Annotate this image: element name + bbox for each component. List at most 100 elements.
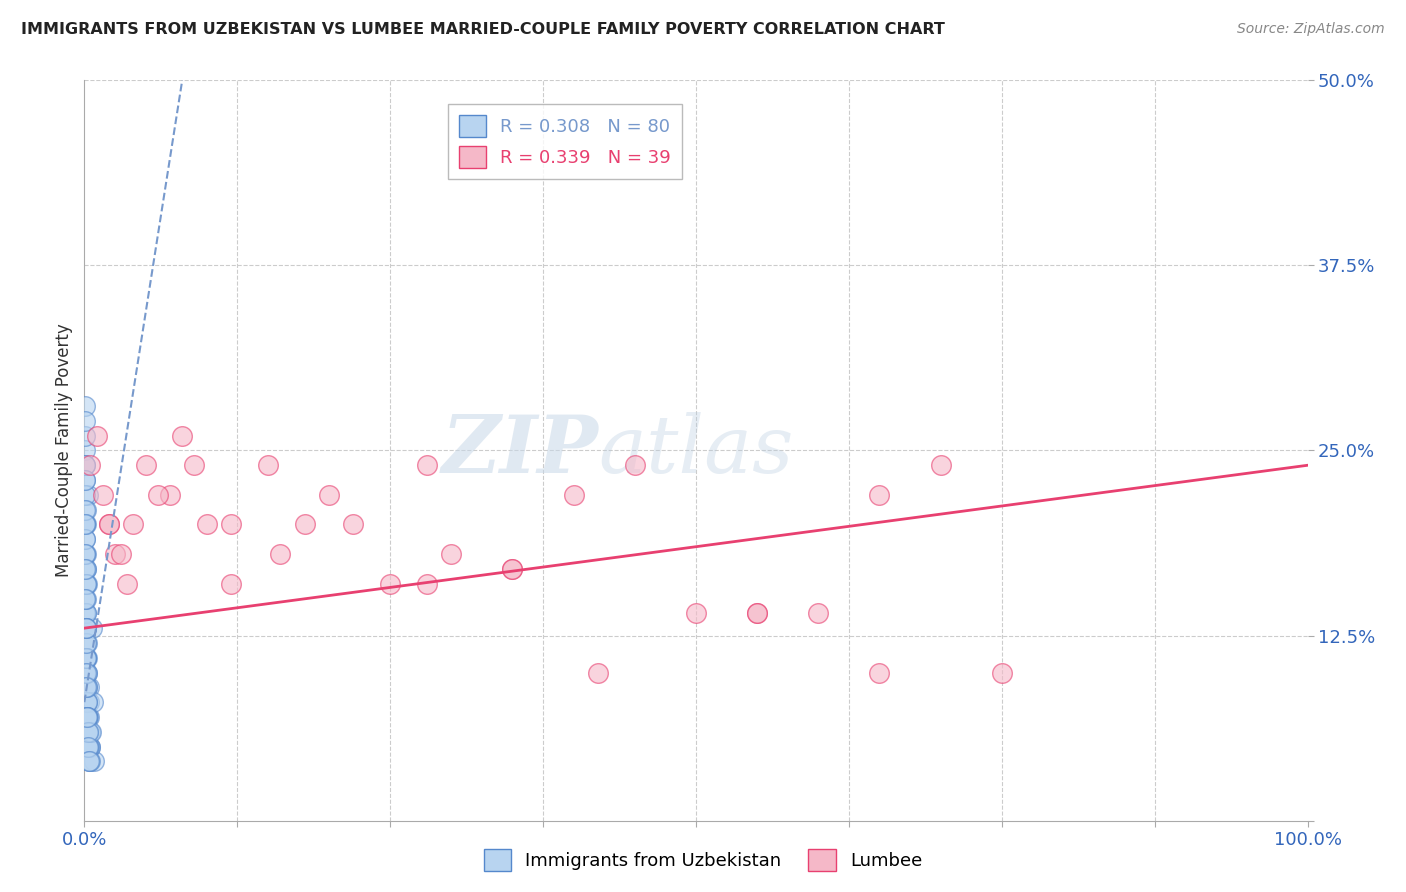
- Point: [75, 533, 97, 547]
- Point: [80, 724, 103, 739]
- Point: [79, 739, 101, 754]
- Point: [75, 665, 97, 680]
- Point: [76, 710, 98, 724]
- Point: [76, 665, 98, 680]
- Text: IMMIGRANTS FROM UZBEKISTAN VS LUMBEE MARRIED-COUPLE FAMILY POVERTY CORRELATION C: IMMIGRANTS FROM UZBEKISTAN VS LUMBEE MAR…: [21, 22, 945, 37]
- Point: [75, 607, 97, 621]
- Point: [97, 517, 120, 532]
- Point: [159, 488, 181, 502]
- Text: Source: ZipAtlas.com: Source: ZipAtlas.com: [1237, 22, 1385, 37]
- Point: [77, 695, 100, 709]
- Point: [79, 724, 101, 739]
- Point: [75, 547, 97, 561]
- Point: [76, 710, 98, 724]
- Point: [76, 710, 98, 724]
- Point: [75, 607, 97, 621]
- Legend: R = 0.308   N = 80, R = 0.339   N = 39: R = 0.308 N = 80, R = 0.339 N = 39: [449, 104, 682, 179]
- Point: [869, 488, 891, 502]
- Point: [77, 488, 100, 502]
- Point: [146, 488, 169, 502]
- Point: [77, 755, 100, 769]
- Point: [416, 576, 439, 591]
- Point: [76, 636, 98, 650]
- Point: [747, 607, 769, 621]
- Point: [75, 636, 97, 650]
- Point: [76, 710, 98, 724]
- Point: [76, 650, 98, 665]
- Point: [77, 681, 100, 695]
- Point: [76, 724, 98, 739]
- Point: [77, 739, 100, 754]
- Point: [586, 665, 609, 680]
- Point: [73, 517, 96, 532]
- Point: [79, 739, 101, 754]
- Point: [219, 517, 242, 532]
- Point: [75, 576, 97, 591]
- Point: [75, 517, 97, 532]
- Point: [257, 458, 280, 473]
- Point: [172, 428, 194, 442]
- Point: [75, 650, 97, 665]
- Point: [75, 607, 97, 621]
- Point: [195, 517, 218, 532]
- Point: [73, 414, 96, 428]
- Point: [82, 695, 104, 709]
- Point: [135, 458, 157, 473]
- Point: [76, 724, 98, 739]
- Point: [73, 473, 96, 487]
- Point: [76, 681, 98, 695]
- Point: [73, 665, 96, 680]
- Point: [73, 443, 96, 458]
- Point: [440, 547, 463, 561]
- Point: [183, 458, 205, 473]
- Point: [73, 533, 96, 547]
- Point: [75, 502, 97, 516]
- Point: [97, 517, 120, 532]
- Point: [73, 517, 96, 532]
- Point: [502, 562, 524, 576]
- Point: [75, 681, 97, 695]
- Point: [75, 621, 97, 635]
- Point: [76, 739, 98, 754]
- Point: [75, 576, 97, 591]
- Point: [76, 710, 98, 724]
- Point: [75, 591, 97, 606]
- Point: [115, 576, 138, 591]
- Point: [77, 710, 100, 724]
- Point: [80, 621, 103, 635]
- Point: [75, 591, 97, 606]
- Point: [869, 665, 891, 680]
- Point: [75, 517, 97, 532]
- Point: [75, 562, 97, 576]
- Point: [79, 739, 101, 754]
- Point: [79, 755, 101, 769]
- Point: [77, 724, 100, 739]
- Point: [73, 399, 96, 413]
- Point: [75, 562, 97, 576]
- Point: [73, 488, 96, 502]
- Point: [76, 695, 98, 709]
- Point: [83, 755, 105, 769]
- Point: [79, 458, 101, 473]
- Point: [219, 576, 242, 591]
- Text: ZIP: ZIP: [441, 412, 598, 489]
- Point: [294, 517, 316, 532]
- Point: [122, 517, 145, 532]
- Point: [75, 591, 97, 606]
- Point: [685, 607, 707, 621]
- Point: [75, 636, 97, 650]
- Point: [76, 710, 98, 724]
- Point: [75, 650, 97, 665]
- Point: [75, 621, 97, 635]
- Point: [73, 428, 96, 442]
- Point: [416, 458, 439, 473]
- Point: [104, 547, 127, 561]
- Point: [991, 665, 1014, 680]
- Point: [342, 517, 364, 532]
- Point: [75, 562, 97, 576]
- Text: atlas: atlas: [598, 412, 793, 489]
- Point: [75, 650, 97, 665]
- Point: [86, 428, 108, 442]
- Point: [929, 458, 952, 473]
- Point: [75, 473, 97, 487]
